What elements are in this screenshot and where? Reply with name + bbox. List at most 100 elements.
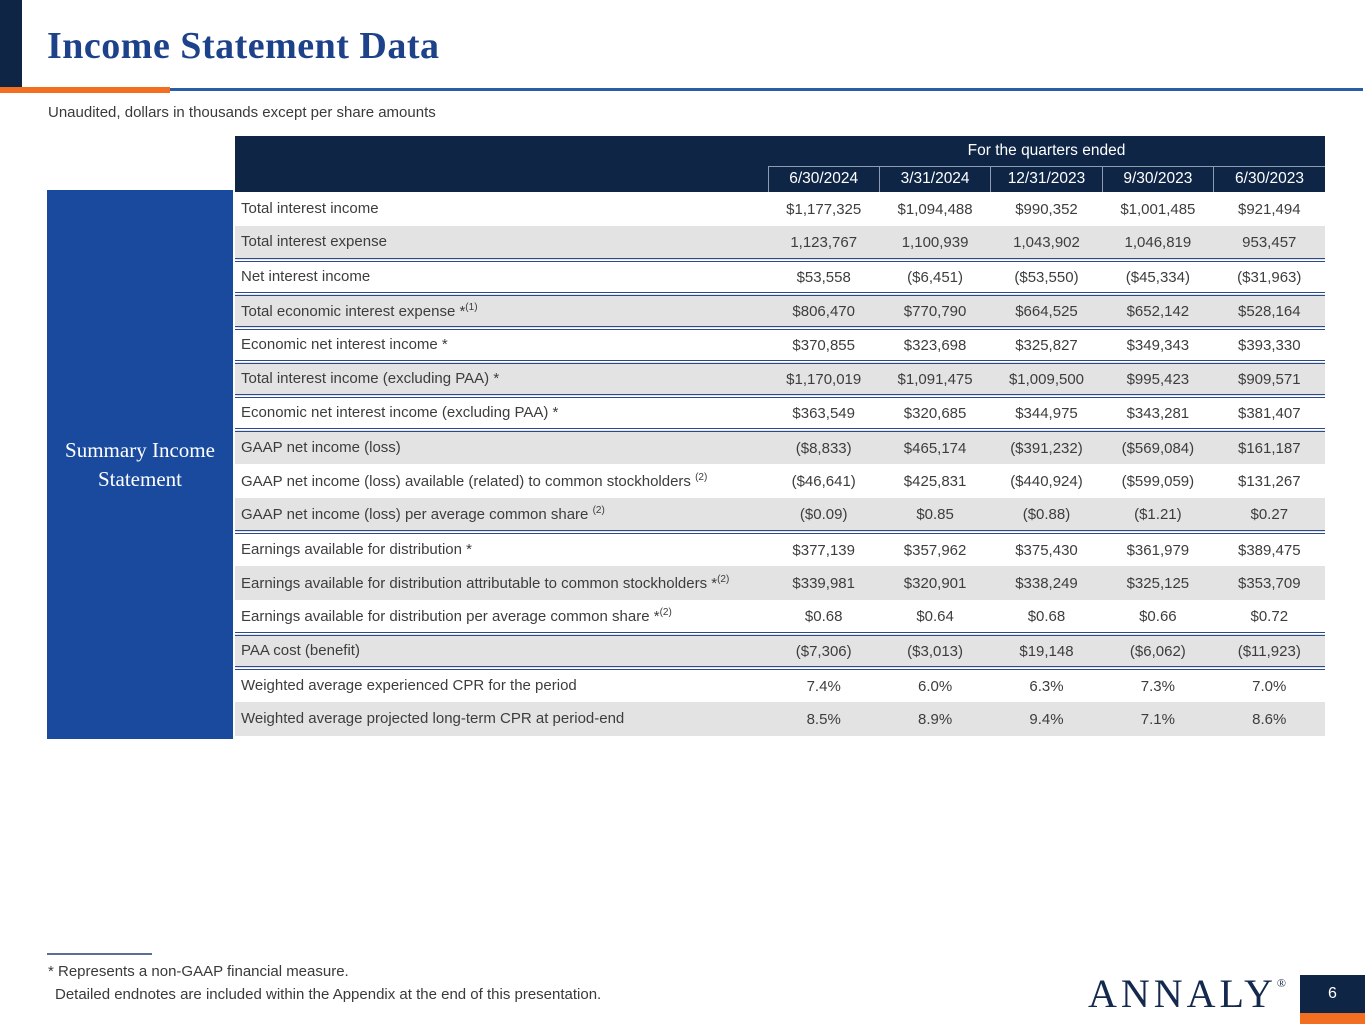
table-row: Earnings available for distribution * $37… (235, 532, 1325, 566)
row-label: Total interest income (excluding PAA) * (235, 362, 768, 398)
cell-value: 8.9% (917, 710, 953, 728)
cell-value: ($11,923) (1213, 634, 1325, 670)
row-group-label: Summary Income Statement (47, 190, 233, 739)
cell-value: $339,981 (792, 574, 855, 592)
cell-value: 6.0% (917, 677, 953, 695)
cell-value: $161,187 (1237, 439, 1301, 457)
cell-value: $325,827 (990, 328, 1103, 364)
cell-value: ($53,550) (990, 260, 1103, 296)
cell-value: ($3,013) (879, 634, 991, 670)
cell-value: $1,094,488 (897, 200, 973, 218)
table-row: Total interest income $1,177,325 $1,094,48… (235, 192, 1325, 226)
cell-value: $361,979 (1126, 541, 1190, 559)
row-label: Total interest income (241, 199, 379, 217)
quarters-header-row: For the quarters ended (235, 136, 1325, 167)
footnote-reference: (2) (659, 606, 672, 618)
cell-value: $323,698 (879, 328, 991, 364)
cell-value: $652,142 (1102, 294, 1214, 330)
cell-value: ($45,334) (1102, 260, 1214, 296)
cell-value: $344,975 (990, 396, 1103, 432)
column-header: 9/30/2023 (1101, 166, 1214, 192)
cell-value: $381,407 (1213, 396, 1325, 432)
cell-value: $343,281 (1102, 396, 1214, 432)
subtitle: Unaudited, dollars in thousands except p… (48, 104, 436, 121)
cell-value: ($599,059) (1121, 472, 1195, 490)
cell-value: ($31,963) (1213, 260, 1325, 296)
row-label: Total economic interest expense *(1) (235, 294, 768, 330)
table-row: Earnings available for distribution per … (235, 600, 1325, 636)
row-label: Earnings available for distribution per … (235, 600, 768, 636)
table-row: Earnings available for distribution attr… (235, 566, 1325, 600)
table-container: For the quarters ended 6/30/2024 3/31/202… (235, 136, 1325, 736)
logo-text: ANNALY (1088, 971, 1277, 1016)
table-row: GAAP net income (loss) available (relate… (235, 464, 1325, 498)
table-row: PAA cost (benefit) ($7,306) ($3,013) $19,14… (235, 634, 1325, 670)
row-label: Total interest expense (235, 226, 768, 262)
cell-value: ($0.09) (768, 498, 880, 534)
cell-value: $770,790 (879, 294, 991, 330)
cell-value: $353,709 (1237, 574, 1301, 592)
table-row: GAAP net income (loss) ($8,833) $465,174 ($… (235, 430, 1325, 464)
table-header: For the quarters ended 6/30/2024 3/31/202… (235, 136, 1325, 192)
cell-value: ($440,924) (1010, 472, 1083, 490)
cell-value: ($6,451) (879, 260, 991, 296)
page-number: 6 (1328, 985, 1337, 1002)
table-row: Total interest income (excluding PAA) * $… (235, 362, 1325, 398)
cell-value: $921,494 (1237, 200, 1301, 218)
table-row: Total interest expense 1,123,767 1,100,939… (235, 226, 1325, 262)
column-header: 3/31/2024 (878, 166, 991, 192)
row-label: Economic net interest income (excluding … (235, 396, 768, 432)
cell-value: $320,685 (879, 396, 991, 432)
annaly-logo: ANNALY® (1088, 970, 1286, 1017)
header-corner (235, 136, 768, 166)
cell-value: $1,001,485 (1120, 200, 1196, 218)
table-row: Economic net interest income * $370,855 $3… (235, 328, 1325, 364)
row-label: GAAP net income (loss) per average commo… (235, 498, 768, 534)
row-label: Weighted average projected long-term CPR… (241, 709, 625, 727)
table-row: Weighted average projected long-term CPR… (235, 702, 1325, 736)
header-corner-spacer (235, 166, 768, 192)
footnote-rule (47, 953, 152, 955)
footnote-reference: (2) (717, 573, 730, 585)
title-accent-bar (0, 0, 22, 88)
row-label: Weighted average experienced CPR for the… (241, 676, 577, 694)
cell-value: $0.64 (879, 600, 991, 636)
row-label: GAAP net income (loss) (241, 438, 401, 456)
cell-value: ($8,833) (795, 439, 852, 457)
cell-value: $1,177,325 (786, 200, 862, 218)
cell-value: 6.3% (1029, 677, 1064, 695)
row-label: Net interest income (235, 260, 768, 296)
cell-value: $363,549 (768, 396, 880, 432)
cell-value: $990,352 (1015, 200, 1078, 218)
cell-value: $0.27 (1213, 498, 1325, 534)
row-group-label-text: Summary Income Statement (65, 438, 215, 491)
footnote-non-gaap: * Represents a non-GAAP financial measur… (48, 963, 349, 980)
cell-value: ($6,062) (1102, 634, 1214, 670)
page-number-accent-bar (1300, 1013, 1365, 1024)
cell-value: 1,043,902 (990, 226, 1103, 262)
dates-row: 6/30/2024 3/31/2024 12/31/2023 9/30/2023 6/3… (235, 166, 1325, 192)
cell-value: $0.68 (990, 600, 1103, 636)
cell-value: $357,962 (903, 541, 967, 559)
cell-value: $131,267 (1237, 472, 1301, 490)
table-row: GAAP net income (loss) per average commo… (235, 498, 1325, 534)
cell-value: 8.5% (806, 710, 841, 728)
cell-value: 7.3% (1140, 677, 1175, 695)
cell-value: $19,148 (990, 634, 1103, 670)
table-row: Total economic interest expense *(1) $806… (235, 294, 1325, 330)
cell-value: ($569,084) (1121, 439, 1195, 457)
cell-value: $0.72 (1213, 600, 1325, 636)
cell-value: 953,457 (1213, 226, 1325, 262)
cell-value: ($46,641) (791, 472, 856, 490)
row-label: PAA cost (benefit) (235, 634, 768, 670)
cell-value: $909,571 (1213, 362, 1325, 398)
cell-value: $1,009,500 (990, 362, 1103, 398)
cell-value: $0.66 (1102, 600, 1214, 636)
cell-value: $393,330 (1213, 328, 1325, 364)
divider-blue-line (170, 88, 1363, 91)
table-row: Economic net interest income (excluding … (235, 396, 1325, 432)
cell-value: $53,558 (768, 260, 880, 296)
cell-value: $320,901 (903, 574, 967, 592)
cell-value: 7.4% (806, 677, 841, 695)
